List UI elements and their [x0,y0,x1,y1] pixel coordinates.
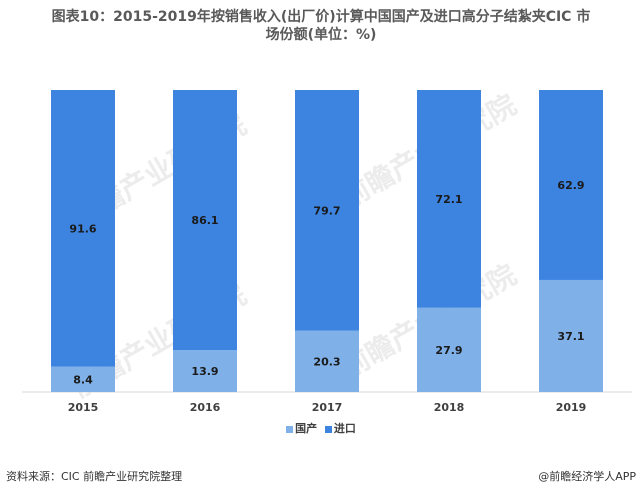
chart-title: 图表10：2015-2019年按销售收入(出厂价)计算中国国产及进口高分子结紮夹… [0,8,642,44]
bar-domestic-2015 [51,366,115,392]
chart-title-line1: 图表10：2015-2019年按销售收入(出厂价)计算中国国产及进口高分子结紮夹… [51,9,591,25]
legend-item-import: 进口 [324,420,356,436]
legend-item-domestic: 国产 [286,420,317,436]
bar-import-2019 [539,90,603,280]
data-label-import-2017: 79.7 [313,204,340,217]
bar-import-2015 [51,90,115,367]
x-tick-label-2017: 2017 [312,401,343,414]
bar-import-2017 [295,90,359,331]
bar-domestic-2018 [417,307,481,392]
x-tick-label-2016: 2016 [190,401,221,414]
data-label-domestic-2019: 37.1 [557,330,584,343]
data-label-domestic-2016: 13.9 [191,365,218,378]
data-label-domestic-2015: 8.4 [73,373,93,386]
data-label-import-2019: 62.9 [557,179,584,192]
brand-credit: @前瞻经济学人APP [538,470,636,483]
data-label-domestic-2017: 20.3 [313,355,340,368]
chart-title-line2: 场份额(单位：%) [265,27,377,43]
data-label-import-2015: 91.6 [69,222,96,235]
data-label-import-2018: 72.1 [435,193,462,206]
legend-label-import: 进口 [333,422,356,435]
legend-label-domestic: 国产 [295,422,318,435]
data-label-domestic-2018: 27.9 [435,344,462,357]
data-label-import-2016: 86.1 [191,214,218,227]
bar-import-2018 [417,90,481,308]
x-tick-label-2019: 2019 [556,401,587,414]
x-tick-label-2018: 2018 [434,401,465,414]
legend-swatch-domestic [286,425,294,433]
bar-import-2016 [173,90,237,351]
chart-legend: 国产 进口 [0,420,642,436]
bar-domestic-2019 [539,279,603,392]
legend-swatch-import [324,425,332,433]
bar-domestic-2016 [173,350,237,392]
bar-domestic-2017 [295,330,359,392]
x-tick-label-2015: 2015 [68,401,99,414]
source-note: 资料来源：CIC 前瞻产业研究院整理 [6,470,183,483]
